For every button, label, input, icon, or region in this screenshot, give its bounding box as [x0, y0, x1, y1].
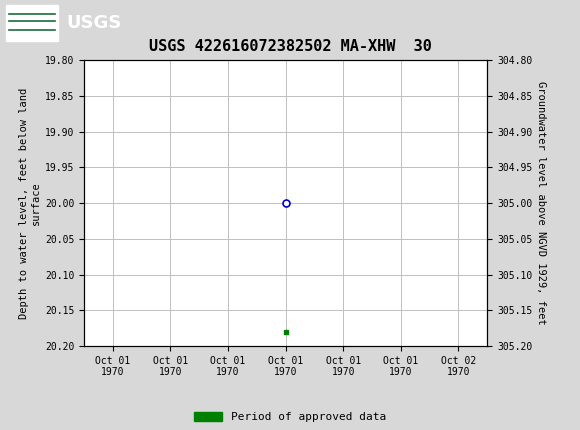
Bar	[6, 4, 58, 41]
Y-axis label: Groundwater level above NGVD 1929, feet: Groundwater level above NGVD 1929, feet	[536, 81, 546, 325]
Text: USGS 422616072382502 MA-XHW  30: USGS 422616072382502 MA-XHW 30	[148, 39, 432, 54]
Y-axis label: Depth to water level, feet below land
surface: Depth to water level, feet below land su…	[19, 88, 41, 319]
Text: USGS: USGS	[67, 14, 122, 31]
Legend: Period of approved data: Period of approved data	[194, 412, 386, 422]
